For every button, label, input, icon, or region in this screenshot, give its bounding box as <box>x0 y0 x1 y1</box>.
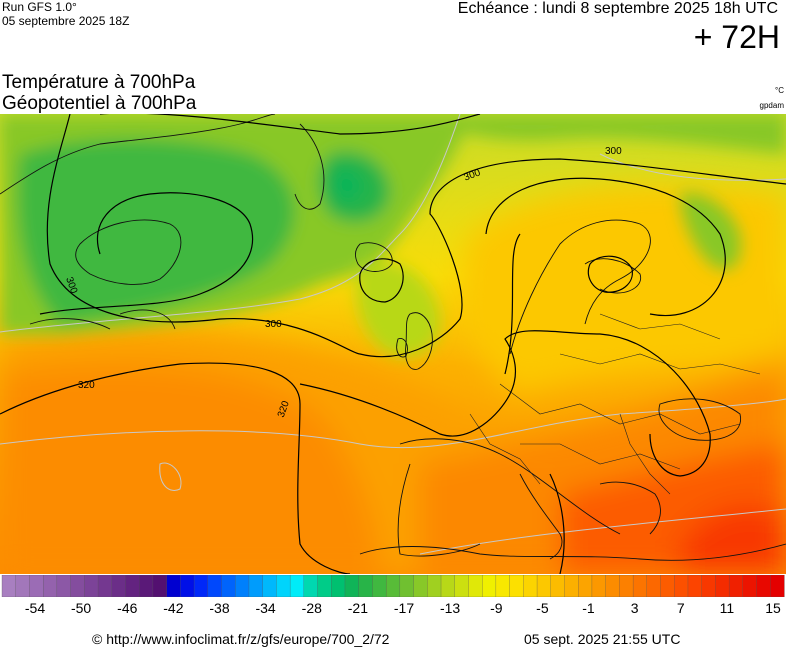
color-swatch <box>578 575 593 597</box>
color-swatch <box>385 575 401 597</box>
color-swatch <box>440 575 456 597</box>
color-swatch <box>495 575 511 597</box>
country-borders <box>469 313 761 495</box>
color-swatch <box>84 575 99 597</box>
run-date: 05 septembre 2025 18Z <box>2 14 130 28</box>
color-scale-label: 3 <box>630 600 639 616</box>
unit-temperature: °C <box>775 86 784 95</box>
temperature-field <box>0 114 786 574</box>
color-scale-label: -28 <box>301 600 322 616</box>
color-swatch <box>372 575 387 597</box>
color-swatch <box>427 575 442 597</box>
color-swatch <box>358 575 373 597</box>
color-swatch <box>646 575 662 597</box>
color-scale-label: -13 <box>439 600 461 616</box>
map-title-temperature: Température à 700hPa <box>2 72 196 93</box>
color-swatch <box>550 575 566 597</box>
color-swatch <box>97 575 113 597</box>
contour-label: 300 <box>605 146 622 157</box>
color-swatch <box>193 575 209 597</box>
color-scale-label: -42 <box>163 600 184 616</box>
color-scale-label: -46 <box>117 600 138 616</box>
color-swatch <box>125 575 140 597</box>
color-swatch <box>303 575 319 597</box>
color-swatch <box>43 575 58 597</box>
color-swatch <box>674 575 689 597</box>
color-swatch <box>29 575 44 597</box>
isotherms <box>0 114 786 555</box>
color-swatch <box>660 575 675 597</box>
color-swatch <box>523 575 538 597</box>
color-swatch <box>742 575 758 597</box>
color-swatch <box>399 575 415 597</box>
color-swatch <box>632 575 648 597</box>
color-swatch <box>180 575 195 597</box>
color-swatch <box>331 575 346 597</box>
color-scale-label: -17 <box>393 600 415 616</box>
geopotential-contours <box>0 114 786 574</box>
color-swatch <box>564 575 579 597</box>
color-swatch <box>207 575 223 597</box>
color-swatch <box>262 575 277 597</box>
color-swatch <box>701 575 716 597</box>
validity-time: Echéance : lundi 8 septembre 2025 18h UT… <box>457 0 778 17</box>
color-scale-label: -54 <box>24 600 46 616</box>
color-swatch <box>15 575 30 597</box>
color-scale-bar <box>1 575 785 597</box>
color-swatch <box>289 575 305 597</box>
color-swatch <box>70 575 85 597</box>
color-swatch <box>248 575 264 597</box>
color-scale-label: 15 <box>765 600 781 616</box>
color-swatch <box>715 575 730 597</box>
color-swatch <box>276 575 291 597</box>
color-scale-labels: -54 -50 -46 -42 -38 -34 -28 -21 -17 -13 -9 -5 -1 3 7 11… <box>0 598 786 620</box>
unit-geopotential: gpdam <box>759 101 784 110</box>
color-swatch <box>221 575 236 597</box>
copyright-notice: © http://www.infoclimat.fr/z/gfs/europe/… <box>92 631 390 647</box>
color-swatch <box>235 575 250 597</box>
color-swatch <box>111 575 127 597</box>
color-scale-label: -9 <box>490 600 503 616</box>
coastlines <box>0 114 786 561</box>
color-scale-label: -50 <box>70 600 92 616</box>
color-swatch <box>687 575 703 597</box>
color-scale-label: 7 <box>676 600 685 616</box>
weather-map: 300 300 300 300 320 320 <box>0 114 786 574</box>
color-swatch <box>454 575 470 597</box>
color-swatch <box>536 575 552 597</box>
color-scale-label: 11 <box>719 600 735 616</box>
color-swatch <box>591 575 607 597</box>
color-scale-label: -38 <box>209 600 230 616</box>
color-swatch <box>619 575 634 597</box>
run-label: Run GFS 1.0° <box>2 0 77 14</box>
color-scale-swatches <box>1 575 785 597</box>
color-swatch <box>344 575 360 597</box>
color-swatch <box>317 575 332 597</box>
contour-label: 300 <box>265 319 282 330</box>
color-swatch <box>756 575 771 597</box>
color-swatch <box>1 575 17 597</box>
color-swatch <box>413 575 428 597</box>
color-swatch <box>139 575 154 597</box>
color-scale-label: -1 <box>582 600 595 616</box>
color-swatch <box>152 575 168 597</box>
color-swatch <box>509 575 524 597</box>
map-title-geopotential: Géopotentiel à 700hPa <box>2 93 197 114</box>
color-swatch <box>166 575 181 597</box>
lead-time: + 72H <box>693 19 780 55</box>
generation-time: 05 sept. 2025 21:55 UTC <box>524 631 681 647</box>
color-swatch <box>468 575 483 597</box>
color-swatch <box>770 575 785 597</box>
color-scale-label: -21 <box>347 600 369 616</box>
color-swatch <box>482 575 497 597</box>
color-scale-label: -34 <box>255 600 276 616</box>
color-swatch <box>728 575 744 597</box>
color-swatch <box>56 575 72 597</box>
contour-label: 320 <box>78 380 95 391</box>
color-scale-label: -5 <box>536 600 549 616</box>
color-swatch <box>605 575 620 597</box>
